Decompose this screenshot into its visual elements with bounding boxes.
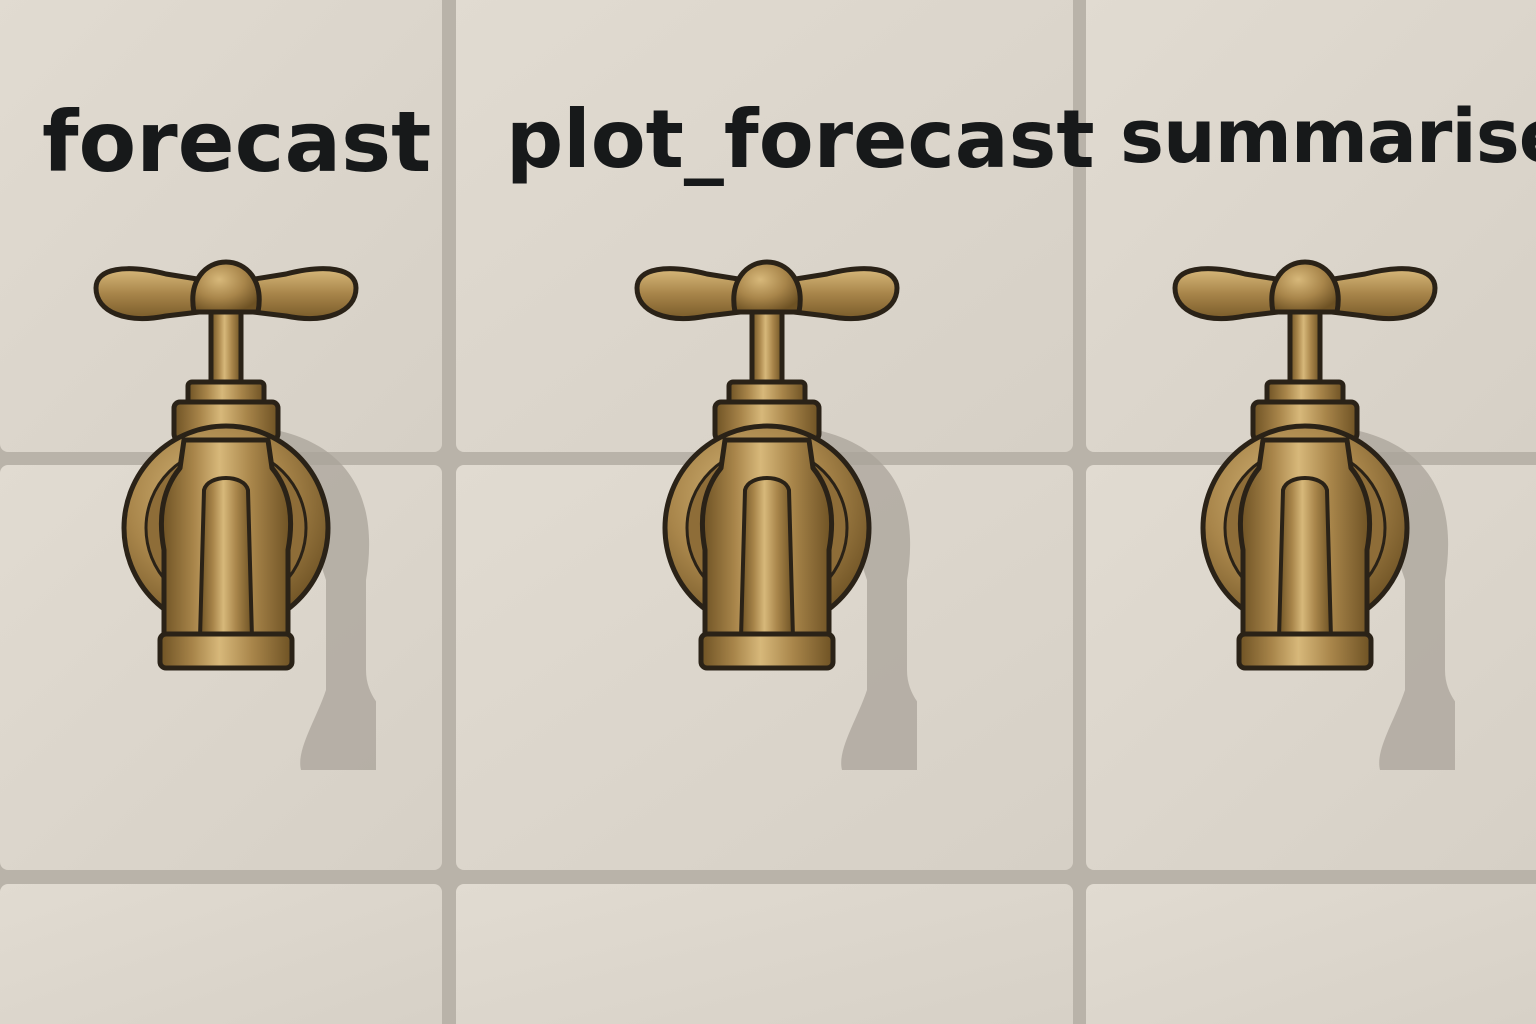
tile xyxy=(1086,0,1536,452)
faucet-label-forecast: forecast xyxy=(42,93,432,191)
brass-faucet-icon[interactable] xyxy=(76,250,376,790)
tile xyxy=(1086,884,1536,1024)
tile xyxy=(456,0,1073,452)
tile xyxy=(0,0,442,452)
faucet-label-plot-forecast: plot_forecast xyxy=(506,93,1095,186)
brass-faucet-icon[interactable] xyxy=(617,250,917,790)
faucet-label-summarise: summarise xyxy=(1120,94,1536,180)
brass-faucet-icon[interactable] xyxy=(1155,250,1455,790)
tile xyxy=(0,884,442,1024)
tile xyxy=(456,884,1073,1024)
